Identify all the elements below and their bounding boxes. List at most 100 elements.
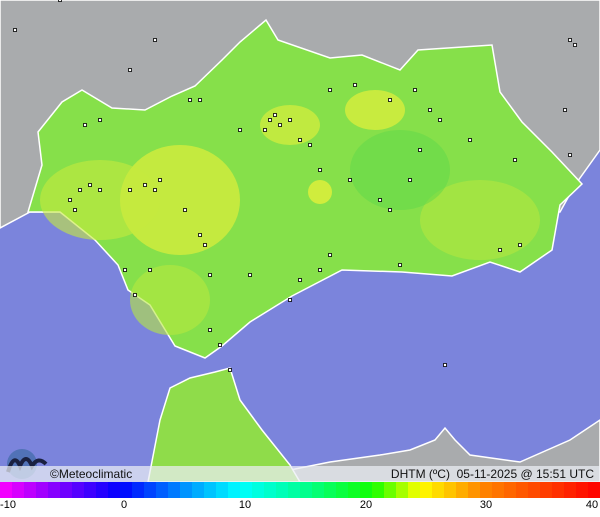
color-step — [540, 482, 552, 498]
station-marker — [83, 123, 87, 127]
station-marker — [418, 148, 422, 152]
color-step — [432, 482, 444, 498]
station-marker — [513, 158, 517, 162]
station-marker — [288, 298, 292, 302]
station-marker — [498, 248, 502, 252]
color-step — [336, 482, 348, 498]
variable-label: DHTM (ºC) — [390, 467, 450, 481]
station-marker — [388, 208, 392, 212]
station-marker — [298, 138, 302, 142]
color-step — [300, 482, 312, 498]
color-scale-ticks: -10 0 10 20 30 40 — [0, 498, 600, 517]
station-marker — [128, 188, 132, 192]
station-markers — [13, 0, 577, 372]
station-marker — [563, 108, 567, 112]
color-step — [276, 482, 288, 498]
station-marker — [238, 128, 242, 132]
color-step — [564, 482, 576, 498]
warm-patch — [420, 180, 540, 260]
brand-label: ©Meteoclimatic — [50, 467, 133, 481]
station-marker — [248, 273, 252, 277]
station-marker — [378, 198, 382, 202]
station-marker — [198, 98, 202, 102]
warm-patch — [120, 145, 240, 255]
timestamp-label: DHTM (ºC) 05-11-2025 @ 15:51 UTC — [391, 467, 594, 481]
station-marker — [518, 243, 522, 247]
station-marker — [98, 118, 102, 122]
station-marker — [148, 268, 152, 272]
warm-patch — [308, 180, 332, 204]
color-step — [360, 482, 372, 498]
color-step — [156, 482, 168, 498]
station-marker — [158, 178, 162, 182]
color-step — [408, 482, 420, 498]
station-marker — [568, 38, 572, 42]
station-marker — [353, 83, 357, 87]
color-step — [516, 482, 528, 498]
tick-label: 40 — [585, 499, 599, 511]
station-marker — [308, 143, 312, 147]
station-marker — [288, 118, 292, 122]
station-marker — [428, 108, 432, 112]
station-marker — [398, 263, 402, 267]
station-marker — [413, 88, 417, 92]
station-marker — [263, 128, 267, 132]
station-marker — [73, 208, 77, 212]
station-marker — [328, 253, 332, 257]
time-value: 05-11-2025 @ 15:51 UTC — [456, 467, 594, 481]
color-step — [0, 482, 12, 498]
color-step — [192, 482, 204, 498]
color-step — [120, 482, 132, 498]
color-step — [420, 482, 432, 498]
station-marker — [573, 43, 577, 47]
color-step — [264, 482, 276, 498]
color-step — [528, 482, 540, 498]
color-step — [12, 482, 24, 498]
warm-patch — [260, 105, 320, 145]
station-marker — [13, 28, 17, 32]
color-step — [84, 482, 96, 498]
color-step — [180, 482, 192, 498]
color-step — [132, 482, 144, 498]
color-step — [456, 482, 468, 498]
info-bar: ©Meteoclimatic DHTM (ºC) 05-11-2025 @ 15… — [0, 466, 600, 482]
station-marker — [298, 278, 302, 282]
color-step — [324, 482, 336, 498]
color-step — [48, 482, 60, 498]
color-step — [504, 482, 516, 498]
color-step — [492, 482, 504, 498]
warm-patch — [130, 265, 210, 335]
color-step — [372, 482, 384, 498]
color-scale — [0, 482, 600, 498]
tick-label: 10 — [238, 499, 252, 511]
station-marker — [58, 0, 62, 2]
color-step — [108, 482, 120, 498]
color-step — [312, 482, 324, 498]
color-step — [72, 482, 84, 498]
station-marker — [123, 268, 127, 272]
station-marker — [318, 168, 322, 172]
color-step — [468, 482, 480, 498]
color-step — [168, 482, 180, 498]
station-marker — [88, 183, 92, 187]
station-marker — [208, 273, 212, 277]
color-step — [588, 482, 600, 498]
color-step — [348, 482, 360, 498]
color-step — [228, 482, 240, 498]
station-marker — [228, 368, 232, 372]
station-marker — [328, 88, 332, 92]
station-marker — [408, 178, 412, 182]
tick-label: 0 — [120, 499, 128, 511]
temperature-map — [0, 0, 600, 482]
station-marker — [128, 68, 132, 72]
station-marker — [183, 208, 187, 212]
tick-label: 30 — [479, 499, 493, 511]
station-marker — [218, 343, 222, 347]
color-step — [204, 482, 216, 498]
station-marker — [268, 118, 272, 122]
color-step — [96, 482, 108, 498]
color-step — [60, 482, 72, 498]
station-marker — [443, 363, 447, 367]
color-step — [384, 482, 396, 498]
station-marker — [143, 183, 147, 187]
